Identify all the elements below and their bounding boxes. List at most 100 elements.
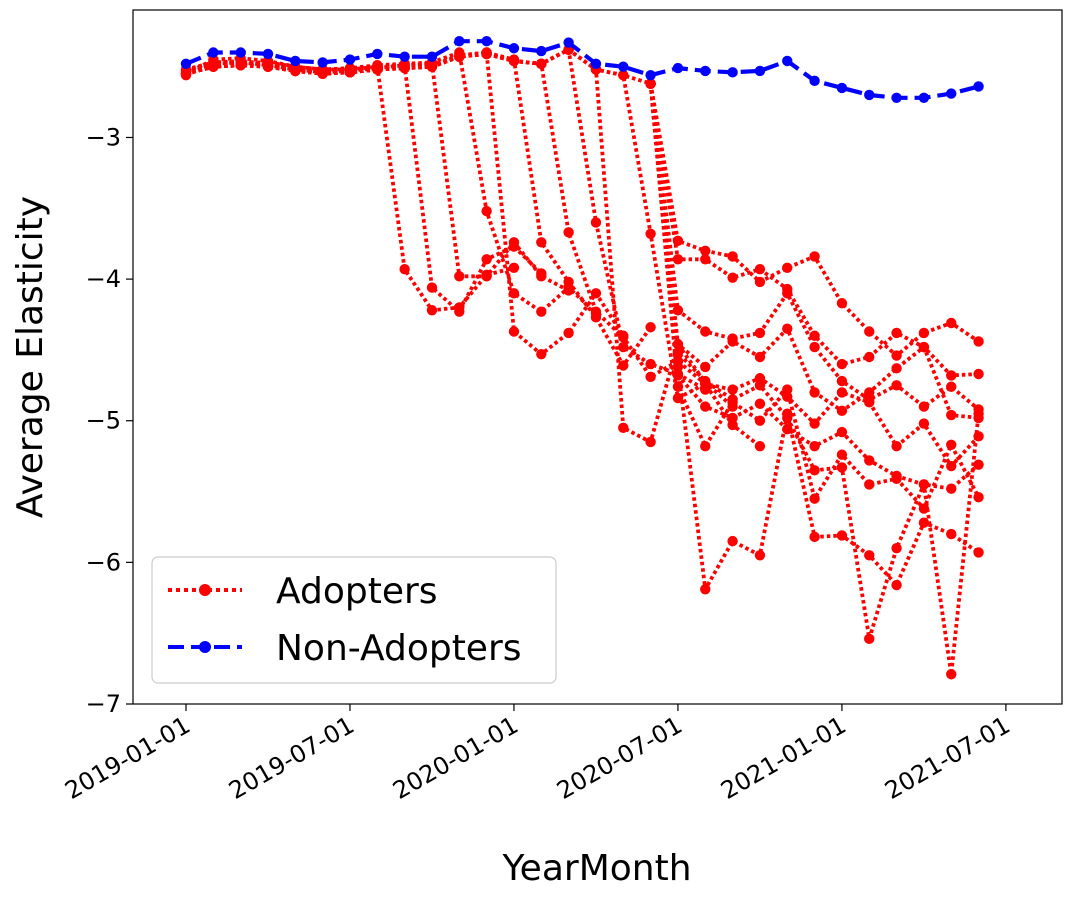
adopters-point xyxy=(891,473,902,485)
non-adopters-point xyxy=(508,43,520,54)
non-adopters-point xyxy=(672,62,684,74)
adopters-point xyxy=(618,341,629,353)
x-tick-label: 2021-07-01 xyxy=(880,711,1015,805)
adopters-point xyxy=(700,361,711,373)
adopters-point xyxy=(946,409,957,421)
adopters-point xyxy=(809,493,820,504)
legend: Adopters Non-Adopters xyxy=(151,556,557,684)
adopters-point xyxy=(645,78,656,89)
adopters-point xyxy=(645,358,656,370)
adopters-point xyxy=(946,528,957,540)
adopters-point xyxy=(317,68,328,79)
adopters-point xyxy=(836,387,848,398)
non-adopters-point xyxy=(918,92,930,104)
adopters-point xyxy=(508,237,520,248)
adopters-point xyxy=(645,228,656,239)
x-axis-title: YearMonth xyxy=(501,848,691,889)
non-adopters-point xyxy=(891,92,902,104)
adopters-point xyxy=(727,384,738,395)
adopters-point xyxy=(727,251,738,262)
adopters-point xyxy=(536,306,547,317)
adopters-point xyxy=(754,327,766,339)
non-adopters-point xyxy=(372,48,383,60)
adopters-series-line xyxy=(185,47,762,448)
adopters-point xyxy=(536,237,547,248)
non-adopters-point xyxy=(727,67,738,78)
adopters-point xyxy=(508,262,520,273)
adopters-point xyxy=(864,351,875,363)
adopters-point xyxy=(536,58,547,70)
adopters-point xyxy=(946,317,957,329)
x-tick-label: 2020-01-01 xyxy=(388,711,523,805)
non-adopters-point xyxy=(618,61,629,72)
adopters-point xyxy=(973,459,984,470)
adopters-point xyxy=(864,550,875,561)
adopters-point xyxy=(809,251,820,262)
non-adopters-point xyxy=(754,65,766,77)
non-adopters-series-group xyxy=(180,35,984,104)
adopters-point xyxy=(290,65,301,77)
non-adopters-point xyxy=(836,82,848,94)
adopters-point xyxy=(918,479,930,490)
adopters-point xyxy=(590,288,602,299)
adopters-series-line xyxy=(185,47,980,358)
x-tick-label: 2019-07-01 xyxy=(224,711,359,805)
legend-non-adopters-label: Non-Adopters xyxy=(276,628,522,669)
adopters-point xyxy=(672,254,684,265)
adopters-point xyxy=(946,483,957,494)
adopters-point xyxy=(754,380,766,391)
adopters-point xyxy=(481,271,492,282)
adopters-point xyxy=(508,55,520,67)
adopters-point xyxy=(836,426,848,438)
adopters-point xyxy=(590,306,602,317)
adopters-point xyxy=(645,436,656,448)
non-adopters-point xyxy=(262,48,274,60)
legend-non-adopters-marker xyxy=(199,641,211,653)
non-adopters-point xyxy=(180,58,192,70)
adopters-point xyxy=(536,348,547,360)
adopters-point xyxy=(727,272,738,283)
non-adopters-point xyxy=(454,35,465,47)
adopters-point xyxy=(809,418,820,429)
adopters-point xyxy=(782,412,793,424)
adopters-point xyxy=(590,217,602,228)
adopters-series-line xyxy=(648,83,980,469)
non-adopters-point xyxy=(973,81,984,92)
adopters-point xyxy=(618,422,629,434)
non-adopters-point xyxy=(317,57,328,68)
non-adopters-point xyxy=(782,55,793,67)
adopters-series-line xyxy=(185,47,734,444)
non-adopters-point xyxy=(700,65,711,77)
y-tick-label: −7 xyxy=(86,690,121,718)
adopters-series-line xyxy=(185,50,653,368)
adopters-point xyxy=(946,669,957,680)
adopters-point xyxy=(700,375,711,387)
adopters-series-line xyxy=(185,50,598,315)
non-adopters-point xyxy=(864,89,875,101)
adopters-point xyxy=(782,384,793,395)
x-tick-label: 2020-07-01 xyxy=(552,711,687,805)
adopters-point xyxy=(809,387,820,398)
adopters-point xyxy=(864,326,875,337)
adopters-point xyxy=(864,397,875,408)
adopters-point xyxy=(836,358,848,370)
legend-adopters-marker xyxy=(199,584,211,596)
adopters-point xyxy=(836,375,848,387)
adopters-point xyxy=(918,517,930,528)
adopters-point xyxy=(864,479,875,490)
adopters-point xyxy=(727,535,738,547)
non-adopters-point xyxy=(426,51,438,62)
y-tick-label: −6 xyxy=(86,548,121,576)
non-adopters-point xyxy=(344,54,356,65)
adopters-point xyxy=(864,633,875,645)
adopters-point xyxy=(372,64,383,75)
adopters-point xyxy=(946,439,957,451)
adopters-point xyxy=(645,371,656,383)
non-adopters-point xyxy=(563,37,574,48)
adopters-point xyxy=(946,370,957,381)
adopters-series-line xyxy=(185,52,679,379)
adopters-point xyxy=(208,61,219,72)
adopters-point xyxy=(809,465,820,476)
adopters-point xyxy=(918,341,930,353)
adopters-point xyxy=(454,271,465,282)
